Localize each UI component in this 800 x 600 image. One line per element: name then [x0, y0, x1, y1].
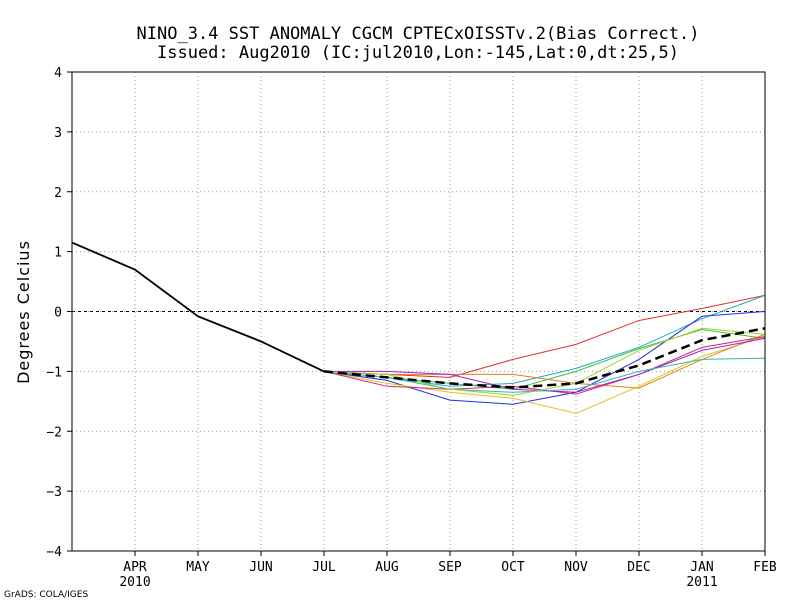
plot-series [71, 241, 766, 414]
x-tick-year: 2011 [686, 575, 717, 590]
y-tick-label: −3 [46, 485, 62, 500]
y-tick-label: −1 [46, 365, 62, 380]
x-tick-label: AUG [375, 560, 399, 575]
grads-credit: GrADS: COLA/IGES [4, 590, 88, 600]
y-tick-label: −4 [46, 545, 62, 560]
observed-line [71, 241, 325, 373]
ensemble-member-line [323, 333, 766, 389]
x-tick-label: DEC [627, 560, 650, 575]
x-tick-year: 2010 [119, 575, 150, 590]
chart-subtitle: Issued: Aug2010 (IC:jul2010,Lon:-145,Lat… [157, 43, 679, 63]
x-tick-label: JAN [690, 560, 713, 575]
y-tick-label: 3 [54, 126, 62, 141]
chart-title: NINO_3.4 SST ANOMALY CGCM CPTECxOISSTv.2… [137, 24, 700, 44]
x-tick-label: MAY [186, 560, 210, 575]
ensemble-member-line [323, 327, 766, 396]
grid-lines [72, 72, 765, 551]
y-tick-label: 4 [54, 66, 62, 81]
y-tick-label: 2 [54, 186, 62, 201]
x-tick-label: JUN [249, 560, 272, 575]
y-axis-label: Degrees Celcius [14, 240, 33, 384]
x-tick-label: FEB [753, 560, 777, 575]
x-tick-label: OCT [501, 560, 525, 575]
ensemble-member-line [323, 294, 766, 378]
y-tick-label: 0 [54, 306, 62, 321]
y-tick-label: 1 [54, 246, 62, 261]
x-tick-label: APR [123, 560, 147, 575]
x-tick-label: SEP [438, 560, 462, 575]
x-tick-label: NOV [564, 560, 588, 575]
ensemble-member-line [323, 311, 766, 405]
ensemble-member-line [323, 336, 766, 395]
ensemble-member-line [323, 328, 766, 390]
ensemble-mean-line [323, 327, 766, 389]
x-tick-label: JUL [312, 560, 336, 575]
y-tick-label: −2 [46, 425, 62, 440]
